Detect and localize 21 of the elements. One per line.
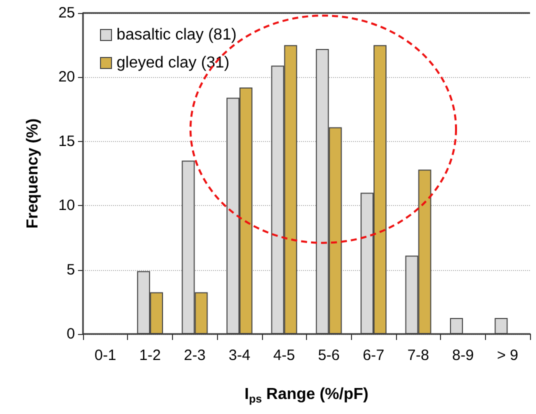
x-tick-label: 1-2 (139, 347, 161, 364)
x-tick-label: 6-7 (362, 347, 384, 364)
y-tick-label: 15 (58, 132, 75, 150)
x-tick-label: 8-9 (452, 347, 474, 364)
x-tick-label: 7-8 (407, 347, 430, 364)
y-tick-label: 5 (66, 261, 75, 278)
y-axis-title: Frequency (%) (24, 118, 42, 229)
x-tick-label: 2-3 (184, 347, 206, 364)
x-tick-label: 4-5 (273, 347, 295, 364)
bar (450, 318, 463, 334)
x-tick-label: 3-4 (228, 347, 250, 364)
y-tick-label: 25 (58, 4, 75, 22)
y-tick-label: 20 (58, 68, 75, 86)
legend-label: gleyed clay (31) (116, 54, 230, 72)
x-tick-label: 5-6 (318, 347, 340, 364)
x-tick-label: 0-1 (94, 347, 116, 364)
y-tick-label: 0 (66, 326, 75, 342)
y-tick-label: 10 (58, 197, 75, 214)
x-tick-label: > 9 (497, 347, 518, 364)
bar (494, 318, 508, 334)
legend-label: basaltic clay (81) (116, 26, 237, 44)
